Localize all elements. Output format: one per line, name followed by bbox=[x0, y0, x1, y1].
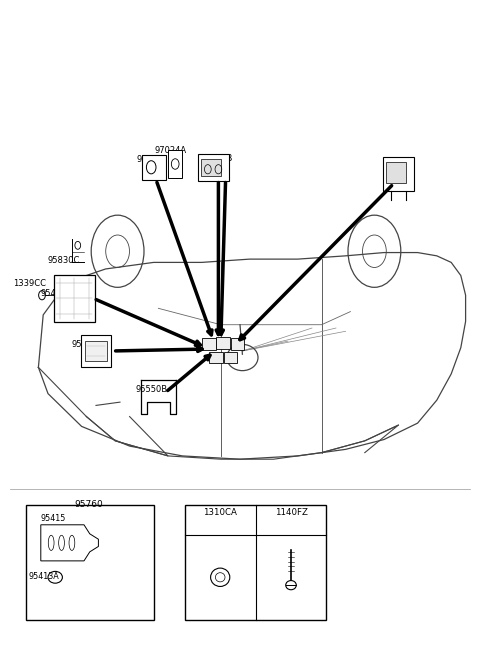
Ellipse shape bbox=[286, 581, 296, 590]
Polygon shape bbox=[41, 525, 98, 561]
Text: 97024A: 97024A bbox=[155, 146, 187, 155]
Bar bbox=[386, 162, 406, 183]
Text: 95415: 95415 bbox=[41, 514, 66, 523]
Text: 95400: 95400 bbox=[137, 155, 163, 165]
Bar bbox=[231, 338, 244, 350]
Text: 95850A: 95850A bbox=[71, 340, 103, 350]
Text: 95401M: 95401M bbox=[41, 289, 74, 298]
Text: 1310CA: 1310CA bbox=[203, 508, 237, 518]
Text: 1339CC: 1339CC bbox=[13, 279, 47, 288]
Text: 95830C: 95830C bbox=[47, 256, 79, 265]
Text: 1140FZ: 1140FZ bbox=[275, 508, 307, 518]
Bar bbox=[142, 155, 166, 180]
Bar bbox=[224, 352, 237, 363]
Bar bbox=[26, 505, 154, 620]
Bar bbox=[201, 159, 221, 176]
Bar bbox=[216, 337, 230, 349]
Bar bbox=[81, 335, 111, 367]
Text: 95550B: 95550B bbox=[136, 385, 168, 394]
Text: 95760: 95760 bbox=[74, 500, 103, 509]
Bar bbox=[198, 154, 229, 181]
Bar bbox=[383, 157, 414, 191]
Text: 96810B: 96810B bbox=[201, 154, 233, 163]
Bar bbox=[202, 338, 216, 350]
Bar bbox=[185, 505, 326, 620]
Bar bbox=[54, 275, 95, 322]
Bar bbox=[85, 340, 107, 361]
Text: 95413A: 95413A bbox=[29, 572, 60, 581]
Bar bbox=[168, 150, 182, 178]
Text: 95550B: 95550B bbox=[384, 159, 416, 169]
Bar bbox=[209, 352, 223, 363]
